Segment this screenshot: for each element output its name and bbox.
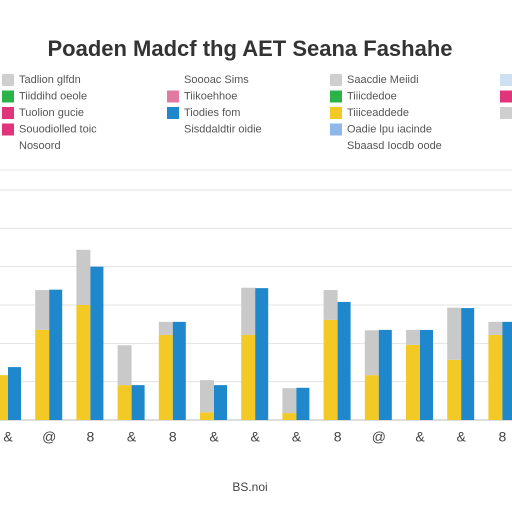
x-tick-label: 8: [334, 429, 342, 445]
legend-swatch: [330, 123, 342, 136]
legend-label: Sbaasd Iocdb oode: [347, 140, 442, 152]
legend-swatch: [2, 107, 14, 119]
legend-swatch: [330, 90, 342, 103]
legend-label: Souodiolled toic: [19, 123, 97, 135]
x-tick-label: @: [42, 429, 56, 445]
bar: [76, 305, 91, 420]
legend-label: Oadie lpu iacinde: [347, 123, 432, 135]
legend-label: Tiiiceaddede: [347, 107, 409, 119]
x-tick-label: &: [415, 429, 425, 445]
legend-label: Tuolion gucie: [19, 107, 84, 119]
bar: [364, 330, 379, 376]
legend-swatch: [330, 74, 342, 86]
bar: [35, 290, 50, 330]
bar: [323, 290, 338, 320]
bar: [282, 413, 297, 420]
bar: [49, 289, 63, 420]
bar: [406, 329, 420, 345]
bar: [461, 308, 475, 420]
bar: [378, 329, 392, 420]
bar: [131, 385, 145, 420]
bar: [158, 334, 173, 420]
x-tick-label: 8: [169, 429, 177, 445]
bar: [214, 385, 227, 420]
bar: [406, 344, 420, 420]
bar: [447, 359, 462, 420]
x-tick-label: &: [457, 429, 467, 445]
x-tick-label: &: [127, 429, 137, 445]
legend-swatch: [500, 74, 512, 86]
legend-swatch: [500, 90, 512, 103]
bar: [158, 321, 173, 335]
x-tick-label: &: [251, 429, 261, 445]
legend-swatch: [167, 107, 179, 119]
chart-title: Poaden Madcf thg AET Seana Fashahe: [47, 36, 452, 61]
legend-label: Saacdie Meiidi: [347, 74, 419, 86]
bar: [90, 266, 104, 420]
legend-label: Tadlion glfdn: [19, 74, 81, 86]
legend-swatch: [167, 90, 179, 103]
bar: [255, 288, 269, 420]
x-tick-label: &: [209, 429, 219, 445]
bar: [200, 380, 214, 413]
bar: [296, 387, 310, 420]
bar: [323, 319, 338, 420]
bar: [488, 334, 503, 420]
legend-swatch: [2, 90, 14, 103]
bar: [502, 321, 512, 420]
legend-label: Sisddaldtir oidie: [184, 123, 262, 135]
x-tick-label: 8: [499, 429, 507, 445]
x-tick-label: &: [292, 429, 302, 445]
legend-swatch: [2, 123, 14, 136]
legend-swatch: [500, 107, 512, 119]
legend-label: Nosoord: [19, 140, 61, 152]
x-axis-label: BS.noi: [232, 480, 267, 494]
bar: [364, 375, 379, 420]
bar: [0, 375, 8, 420]
legend-label: Tiikoehhoe: [184, 90, 237, 102]
legend-swatch: [2, 74, 14, 86]
bar: [420, 329, 433, 420]
bar: [35, 329, 50, 420]
x-tick-label: @: [372, 429, 386, 445]
bar: [337, 301, 351, 420]
bar: [282, 388, 297, 414]
legend-label: Soooac Sims: [184, 74, 249, 86]
bar: [117, 385, 132, 420]
legend-label: Tiodies fom: [184, 107, 240, 119]
bar: [8, 367, 21, 420]
x-tick-label: 8: [87, 429, 95, 445]
bar: [172, 321, 186, 420]
bar: [200, 412, 214, 420]
bar: [447, 307, 462, 360]
bar: [241, 334, 256, 420]
bar: [76, 249, 91, 305]
bar: [117, 345, 132, 386]
legend-swatch: [330, 107, 342, 119]
bar: [241, 287, 256, 335]
bar: [488, 321, 503, 335]
x-tick-label: &: [3, 429, 13, 445]
legend-label: Tiiicdedoe: [347, 90, 397, 102]
legend-label: Tiiddihd oeole: [19, 90, 87, 102]
